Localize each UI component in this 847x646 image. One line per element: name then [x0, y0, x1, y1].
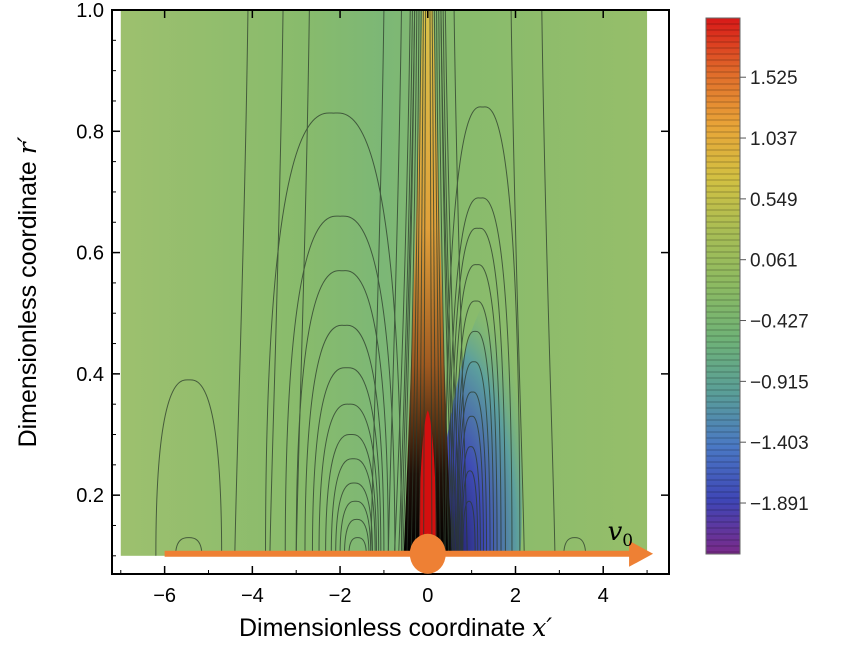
contour-line	[444, 106, 521, 556]
contour-line	[343, 518, 370, 556]
x-tick-label: −2	[329, 585, 352, 607]
contour-line	[452, 264, 502, 556]
contour-line	[460, 446, 481, 556]
contour-line	[295, 10, 310, 556]
contour-line	[325, 433, 377, 556]
x-axis-label: Dimensionless coordinate x′	[239, 613, 552, 642]
contour-line	[453, 10, 468, 556]
contour-line	[461, 470, 479, 556]
contour-line	[440, 10, 454, 556]
colorbar: 1.525 1.037 0.549 0.061 −0.427 −0.915 −1.403 −1…	[705, 17, 809, 555]
y-axis-label: Dimensionless coordinate r′	[13, 136, 42, 447]
contour-line	[370, 10, 385, 556]
x-tick-label: −6	[153, 585, 176, 607]
y-tick-label: 0.2	[76, 485, 104, 507]
contour-line	[429, 10, 433, 556]
contour-line	[457, 361, 491, 556]
contour-line	[448, 197, 513, 556]
colorbar-tick-label: 0.549	[750, 190, 798, 211]
field-fill	[120, 10, 648, 556]
y-tick-label: 0.8	[76, 121, 104, 143]
contour-line	[234, 10, 249, 556]
y-tick-label: 1.0	[76, 0, 104, 22]
colorbar-tick-label: −1.891	[750, 494, 809, 515]
contour-line	[155, 379, 223, 556]
contour-lines	[155, 10, 587, 556]
contour-line	[454, 300, 498, 556]
contour-line	[444, 10, 462, 556]
contour-line	[418, 10, 424, 556]
contour-line	[284, 215, 396, 556]
contour-line	[295, 270, 389, 556]
colorbar-tick-label: −0.427	[750, 312, 809, 333]
colorbar-tick-label: 1.037	[750, 129, 798, 150]
contour-line	[541, 10, 556, 556]
contour-line	[269, 10, 284, 556]
contour-line	[402, 10, 416, 556]
x-tick-label: 2	[510, 585, 521, 607]
contour-line	[423, 10, 427, 556]
source-marker	[409, 533, 446, 574]
axis-ticks: −6 −4 −2 0 2 4 0.2 0.4 0.6 0.8 1.0	[76, 0, 669, 607]
contour-line	[442, 10, 458, 556]
contour-line	[393, 10, 411, 556]
contour-line	[410, 10, 420, 556]
colorbar-tick-label: 1.525	[750, 68, 798, 89]
colorbar-frame	[705, 17, 741, 555]
contour-line	[387, 10, 402, 556]
plot-frame	[111, 9, 670, 575]
contour-line	[457, 391, 488, 556]
contour-line	[431, 10, 437, 556]
contour-line	[450, 227, 506, 556]
velocity-arrowhead	[629, 540, 654, 567]
y-tick-label: 0.4	[76, 364, 104, 386]
colorbar-tick-label: −0.915	[750, 372, 809, 393]
contour-line	[339, 500, 372, 556]
contour-line	[563, 537, 587, 556]
plot-area	[112, 10, 669, 574]
contour-line	[265, 112, 402, 556]
y-tick-label: 0.6	[76, 243, 104, 265]
x-tick-label: 4	[598, 585, 609, 607]
colorbar-gradient	[706, 18, 740, 554]
contour-line	[462, 500, 476, 556]
contour-line	[406, 10, 418, 556]
velocity-label: v0	[608, 517, 634, 551]
contour-line	[175, 537, 203, 556]
x-tick-label: 0	[422, 585, 433, 607]
contour-line	[398, 10, 413, 556]
contour-line	[456, 330, 495, 556]
contour-line	[304, 324, 385, 556]
contour-line	[335, 482, 374, 556]
colorbar-stripes	[706, 23, 740, 553]
colorbar-tick-label: 0.061	[750, 251, 798, 272]
velocity-overlay: v0	[164, 517, 654, 574]
contour-line	[438, 10, 450, 556]
contour-line	[459, 415, 484, 556]
x-tick-label: −4	[241, 585, 264, 607]
colorbar-tick-label: −1.403	[750, 433, 809, 454]
contour-line	[510, 10, 525, 556]
plume-region	[403, 10, 452, 556]
contour-line	[436, 10, 445, 556]
contour-line	[348, 537, 367, 556]
contour-line	[330, 458, 376, 556]
